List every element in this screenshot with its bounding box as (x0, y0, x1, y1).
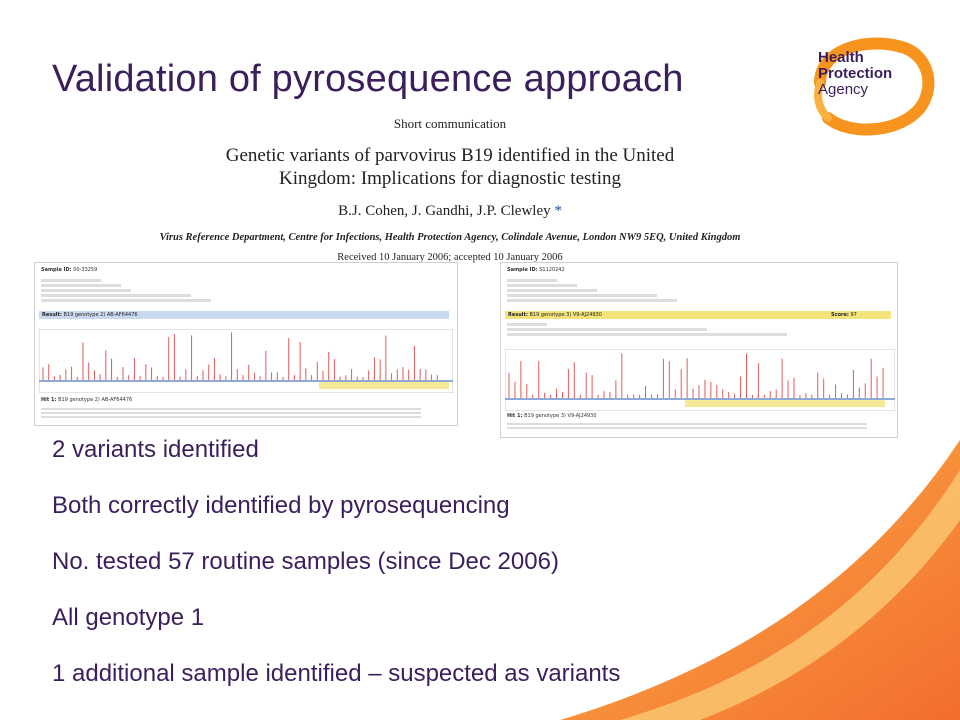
paper-authors-names: B.J. Cohen, J. Gandhi, J.P. Clewley (338, 203, 551, 219)
bullet-item: Both correctly identified by pyrosequenc… (52, 492, 510, 519)
right-sample-id: S1120242 (539, 267, 565, 273)
left-sample-row: Sample ID: 00-33259 (41, 267, 97, 274)
result-screenshot-right: Sample ID: S1120242 Result: B19 genotype… (500, 262, 898, 438)
paper-title-line-2: Kingdom: Implications for diagnostic tes… (279, 168, 621, 189)
paper-authors: B.J. Cohen, J. Gandhi, J.P. Clewley * (140, 203, 760, 220)
right-meta-lines (507, 277, 687, 304)
right-warning-lines (507, 321, 807, 338)
hpa-logo-text: Health Protection Agency (818, 50, 938, 98)
right-hit-label: Hit 1: (507, 413, 523, 419)
paper-title-line-1: Genetic variants of parvovirus B19 ident… (225, 145, 675, 166)
left-sample-id: 00-33259 (73, 267, 98, 273)
bullet-item: No. tested 57 routine samples (since Dec… (52, 548, 559, 575)
right-result-bar: Result: B19 genotype 3) V9-AJ24930 Score… (505, 311, 891, 319)
right-alignment-lines (507, 421, 887, 431)
right-hit-value: B19 genotype 3) V9-AJ24930 (524, 413, 597, 419)
left-result-value: B19 genotype 2) AB-AF64476 (63, 312, 138, 318)
right-hit-row: Hit 1: B19 genotype 3) V9-AJ24930 (507, 413, 597, 420)
paper-received: Received 10 January 2006; accepted 10 Ja… (337, 252, 563, 263)
right-score-value: 97 (850, 312, 857, 318)
hpa-logo-ring-icon (814, 37, 935, 136)
left-result-bar: Result: B19 genotype 2) AB-AF64476 (39, 311, 449, 319)
left-sample-label: Sample ID: (41, 267, 72, 273)
right-result-label: Result: (508, 312, 528, 318)
bullet-item: 1 additional sample identified – suspect… (52, 660, 621, 687)
right-sample-row: Sample ID: S1120242 (507, 267, 565, 274)
left-hit-value: B19 genotype 2) AB-AF64476 (58, 397, 133, 403)
logo-line-agency: Agency (818, 81, 869, 98)
right-pyrogram-peaks (508, 353, 884, 399)
left-hit-row: Hit 1: B19 genotype 2) AB-AF64476 (41, 397, 132, 404)
result-screenshot-left: Sample ID: 00-33259 Result: B19 genotype… (34, 262, 458, 426)
left-hit-label: Hit 1: (41, 397, 57, 403)
logo-line-health: Health (818, 49, 864, 66)
bullet-item: All genotype 1 (52, 604, 205, 631)
paper-title: Genetic variants of parvovirus B19 ident… (140, 144, 760, 190)
right-sample-label: Sample ID: (507, 267, 538, 273)
logo-line-protection: Protection (818, 65, 893, 82)
paper-affiliation: Virus Reference Department, Centre for I… (159, 232, 741, 243)
left-pyrogram (39, 329, 453, 393)
slide-title: Validation of pyrosequence approach (52, 58, 684, 100)
bullet-item: 2 variants identified (52, 436, 259, 463)
left-meta-lines (41, 277, 221, 304)
left-result-label: Result: (42, 312, 62, 318)
paper-header: Short communication Genetic variants of … (140, 112, 760, 263)
right-pyrogram (505, 349, 895, 411)
paper-author-mark: * (554, 203, 562, 219)
paper-section: Short communication (393, 116, 507, 131)
right-result-value: B19 genotype 3) V9-AJ24930 (529, 312, 602, 318)
right-score-label: Score: (831, 312, 849, 318)
left-alignment-lines (41, 406, 441, 420)
